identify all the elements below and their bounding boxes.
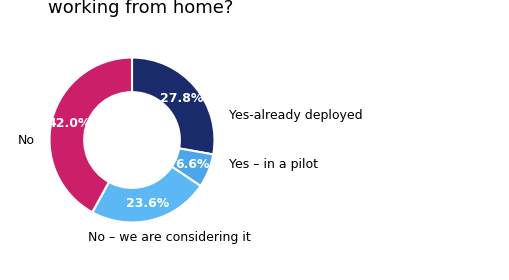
Wedge shape bbox=[172, 148, 213, 186]
Wedge shape bbox=[49, 57, 132, 212]
Wedge shape bbox=[132, 57, 214, 155]
Text: Yes-already deployed: Yes-already deployed bbox=[229, 109, 362, 122]
Text: 6.6%: 6.6% bbox=[175, 158, 209, 171]
Text: No: No bbox=[18, 134, 35, 146]
Text: 27.8%: 27.8% bbox=[160, 92, 203, 105]
Text: 23.6%: 23.6% bbox=[126, 197, 168, 210]
Title: Do you operate with advisors
working from home?: Do you operate with advisors working fro… bbox=[8, 0, 272, 17]
Text: 42.0%: 42.0% bbox=[47, 117, 91, 130]
Text: Yes – in a pilot: Yes – in a pilot bbox=[229, 158, 318, 171]
Text: No – we are considering it: No – we are considering it bbox=[88, 231, 250, 244]
Wedge shape bbox=[92, 167, 200, 223]
